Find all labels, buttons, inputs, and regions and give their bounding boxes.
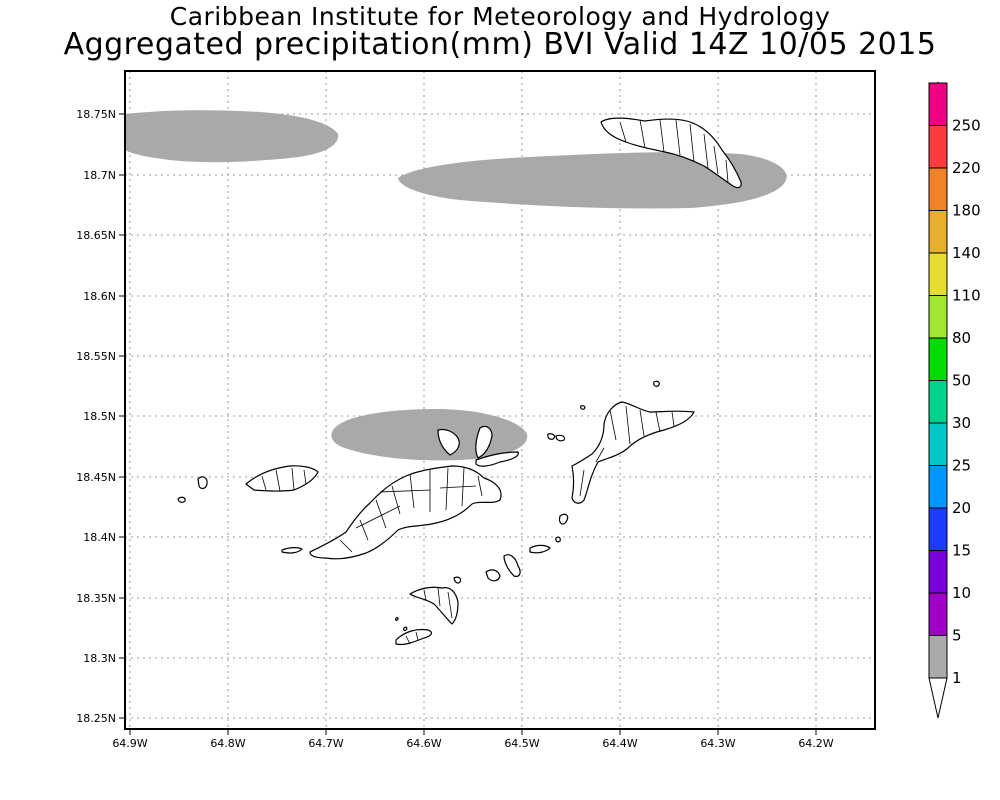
subdivision-lines bbox=[339, 467, 483, 553]
colorbar-segment bbox=[928, 252, 948, 296]
island-islet bbox=[197, 476, 208, 490]
colorbar-label: 30 bbox=[952, 414, 971, 432]
map-frame bbox=[124, 70, 876, 730]
colorbar-segment bbox=[928, 210, 948, 254]
colorbar-label: 10 bbox=[952, 584, 971, 602]
island-cooper bbox=[485, 569, 501, 582]
colorbar-label: 50 bbox=[952, 372, 971, 390]
subdivision-lines bbox=[619, 119, 729, 183]
colorbar-label: 25 bbox=[952, 457, 971, 475]
island-jost-van-dyke bbox=[245, 465, 319, 492]
lon-tick-label: 64.4W bbox=[602, 737, 637, 750]
lon-tick-label: 64.5W bbox=[504, 737, 539, 750]
lon-tick-label: 64.6W bbox=[406, 737, 441, 750]
lon-tick-label: 64.8W bbox=[210, 737, 245, 750]
island-islet bbox=[555, 536, 561, 543]
colorbar-label: 20 bbox=[952, 499, 971, 517]
lat-tick-label: 18.35N bbox=[76, 592, 116, 605]
precip-area-northwest bbox=[126, 110, 339, 163]
island-islet bbox=[394, 617, 399, 621]
lat-tick-label: 18.45N bbox=[76, 471, 116, 484]
subdivision-lines bbox=[261, 467, 307, 492]
colorbar-segment bbox=[928, 592, 948, 636]
island-norman bbox=[409, 586, 459, 625]
island-subdivisions bbox=[261, 119, 729, 645]
colorbar-segment bbox=[928, 550, 948, 594]
colorbar-label: 80 bbox=[952, 329, 971, 347]
precip-area-anegada bbox=[398, 152, 787, 209]
colorbar-segment bbox=[928, 82, 948, 126]
lat-tick-label: 18.7N bbox=[83, 169, 116, 182]
lat-tick-label: 18.55N bbox=[76, 350, 116, 363]
island-peter bbox=[395, 628, 433, 646]
island-islet bbox=[453, 576, 462, 584]
figure-title: Caribbean Institute for Meteorology and … bbox=[169, 2, 831, 31]
island-fallen-jerusalem bbox=[558, 513, 569, 525]
island-anegada bbox=[600, 117, 742, 189]
lat-tick-label: 18.5N bbox=[83, 410, 116, 423]
lat-tick-label: 18.6N bbox=[83, 290, 116, 303]
lat-tick-label: 18.65N bbox=[76, 229, 116, 242]
subdivision-lines bbox=[405, 587, 453, 645]
lon-tick-label: 64.7W bbox=[308, 737, 343, 750]
lon-tick-label: 64.9W bbox=[112, 737, 147, 750]
lat-tick-label: 18.3N bbox=[83, 652, 116, 665]
lon-tick-label: 64.3W bbox=[700, 737, 735, 750]
island-islet bbox=[547, 433, 556, 440]
colorbar-bottom-arrow bbox=[928, 677, 948, 719]
island-islet bbox=[177, 496, 186, 503]
colorbar-segment bbox=[928, 465, 948, 509]
axis-tick-marks bbox=[119, 113, 817, 735]
longitude-labels: 64.9W 64.8W 64.7W 64.6W 64.5W 64.4W 64.3… bbox=[112, 737, 833, 750]
colorbar-label: 250 bbox=[952, 117, 981, 135]
island-guana bbox=[437, 428, 460, 456]
lat-tick-label: 18.4N bbox=[83, 531, 116, 544]
colorbar-label: 220 bbox=[952, 159, 981, 177]
island-great-camanoe bbox=[475, 425, 493, 459]
figure-subtitle: Aggregated precipitation(mm) BVI Valid 1… bbox=[63, 27, 937, 62]
island-islet bbox=[555, 434, 566, 442]
subdivision-lines bbox=[579, 405, 675, 497]
colorbar-segment bbox=[928, 167, 948, 211]
lon-tick-label: 64.2W bbox=[798, 737, 833, 750]
lat-tick-label: 18.25N bbox=[76, 712, 116, 725]
island-islet bbox=[403, 626, 408, 631]
islands bbox=[177, 117, 742, 646]
island-beef-island bbox=[475, 451, 519, 467]
colorbar-segment bbox=[928, 422, 948, 466]
island-virgin-gorda bbox=[571, 401, 695, 504]
latitude-labels: 18.75N 18.7N 18.65N 18.6N 18.55N 18.5N 1… bbox=[76, 108, 116, 725]
island-ginger bbox=[503, 554, 521, 577]
colorbar-label: 5 bbox=[952, 627, 962, 645]
colorbar-segment bbox=[928, 295, 948, 339]
colorbar-label: 110 bbox=[952, 287, 981, 305]
island-islet bbox=[580, 405, 586, 410]
lat-tick-label: 18.75N bbox=[76, 108, 116, 121]
island-islet bbox=[281, 547, 303, 554]
colorbar-segment bbox=[928, 635, 948, 679]
island-salt bbox=[529, 544, 551, 554]
colorbar-label: 180 bbox=[952, 202, 981, 220]
colorbar-segment bbox=[928, 125, 948, 169]
colorbar-label: 1 bbox=[952, 669, 962, 687]
colorbar-label: 140 bbox=[952, 244, 981, 262]
island-tortola bbox=[309, 465, 502, 560]
island-islet bbox=[653, 380, 660, 387]
colorbar-segment bbox=[928, 507, 948, 551]
colorbar-segment bbox=[928, 337, 948, 381]
colorbar-segment bbox=[928, 380, 948, 424]
colorbar-label: 15 bbox=[952, 542, 971, 560]
